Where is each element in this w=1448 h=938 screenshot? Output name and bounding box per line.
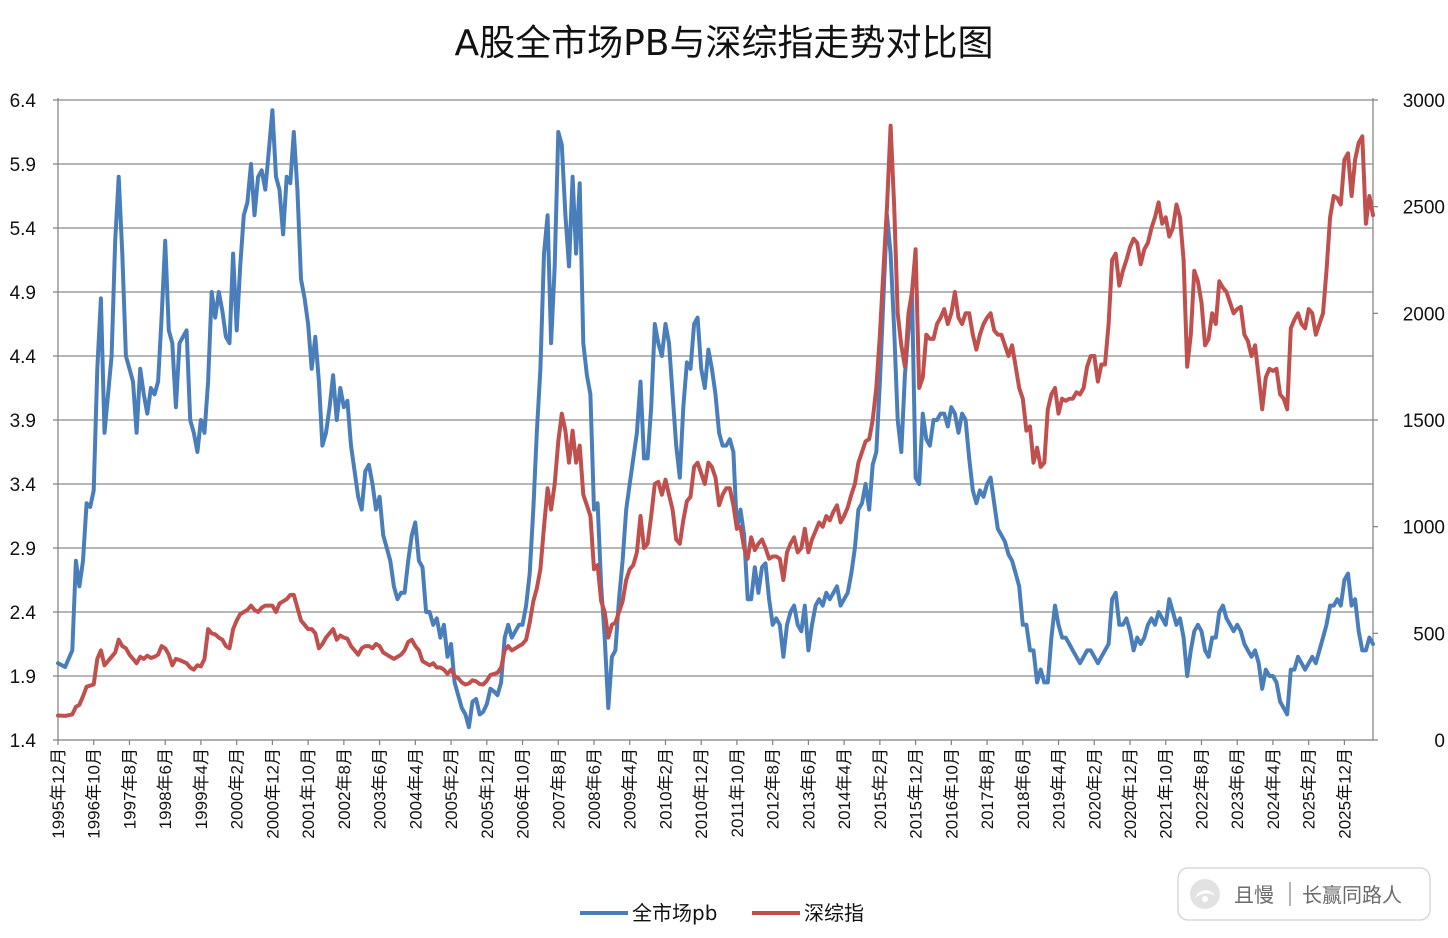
x-tick-label: 2005年12月 bbox=[478, 748, 497, 839]
x-tick-label: 2025年2月 bbox=[1300, 748, 1319, 829]
x-tick-label: 2014年4月 bbox=[835, 748, 854, 829]
x-tick-label: 1995年12月 bbox=[49, 748, 68, 839]
x-tick-label: 2011年10月 bbox=[728, 748, 747, 837]
x-tick-label: 2020年2月 bbox=[1085, 748, 1104, 829]
x-tick-label: 2016年10月 bbox=[942, 748, 961, 839]
x-tick-label: 2015年12月 bbox=[907, 748, 926, 839]
x-tick-label: 2001年10月 bbox=[299, 748, 318, 839]
x-tick-label: 2018年6月 bbox=[1014, 748, 1033, 829]
x-tick-label: 2025年12月 bbox=[1335, 748, 1354, 839]
right-tick-label: 3000 bbox=[1403, 91, 1445, 112]
legend-label-szse: 深综指 bbox=[804, 901, 864, 925]
x-tick-label: 2002年8月 bbox=[335, 748, 354, 829]
left-tick-label: 5.9 bbox=[10, 155, 36, 176]
x-tick-label: 2015年2月 bbox=[871, 748, 890, 829]
watermark-author: 长赢同路人 bbox=[1302, 883, 1402, 907]
x-axis-ticks: 1995年12月 1996年10月 1997年8月 1998年6月 1999年4月 200… bbox=[49, 740, 1354, 839]
x-tick-label: 2021年10月 bbox=[1157, 748, 1176, 839]
legend: 全市场pb 深综指 bbox=[580, 901, 864, 925]
x-tick-label: 2008年6月 bbox=[585, 748, 604, 829]
x-tick-label: 2012年8月 bbox=[764, 748, 783, 829]
left-tick-label: 1.4 bbox=[10, 731, 37, 752]
watermark-box bbox=[1177, 867, 1431, 921]
legend-label-pb: 全市场pb bbox=[632, 901, 717, 925]
x-tick-label: 2000年12月 bbox=[263, 748, 282, 839]
x-tick-label: 2006年10月 bbox=[514, 748, 533, 839]
right-tick-label: 0 bbox=[1434, 731, 1445, 752]
series-line-pb bbox=[56, 108, 1375, 730]
left-y-axis-ticks: 1.4 1.9 2.4 2.9 3.4 3.9 4.4 4.9 5.4 5.9 6.4 bbox=[10, 91, 58, 752]
right-tick-label: 1000 bbox=[1403, 518, 1445, 539]
x-tick-label: 2004年4月 bbox=[406, 748, 425, 829]
x-tick-label: 2024年4月 bbox=[1264, 748, 1283, 829]
left-tick-label: 5.4 bbox=[10, 219, 37, 240]
right-tick-label: 2000 bbox=[1403, 304, 1445, 325]
x-tick-label: 2017年8月 bbox=[978, 748, 997, 829]
x-tick-label: 2009年4月 bbox=[621, 748, 640, 829]
x-tick-label: 2023年6月 bbox=[1228, 748, 1247, 829]
x-tick-label: 2005年2月 bbox=[442, 748, 461, 829]
x-tick-label: 1997年8月 bbox=[120, 748, 139, 829]
left-tick-label: 6.4 bbox=[10, 91, 37, 112]
x-tick-label: 2003年6月 bbox=[371, 748, 390, 829]
x-tick-label: 1998年6月 bbox=[156, 748, 175, 829]
left-tick-label: 4.4 bbox=[10, 347, 37, 368]
x-tick-label: 2010年12月 bbox=[692, 748, 711, 839]
left-tick-label: 3.4 bbox=[10, 475, 37, 496]
watermark: 且慢 长赢同路人 bbox=[1177, 867, 1431, 921]
right-tick-label: 2500 bbox=[1403, 198, 1445, 219]
x-tick-label: 2000年2月 bbox=[228, 748, 247, 829]
chart-title: A股全市场PB与深综指走势对比图 bbox=[454, 23, 993, 64]
right-y-axis-ticks: 0 500 1000 1500 2000 2500 3000 bbox=[1373, 91, 1445, 752]
x-tick-label: 1999年4月 bbox=[192, 748, 211, 829]
x-tick-label: 2022年8月 bbox=[1192, 748, 1211, 829]
left-tick-label: 1.9 bbox=[10, 667, 36, 688]
left-tick-label: 3.9 bbox=[10, 411, 36, 432]
right-tick-label: 1500 bbox=[1403, 411, 1445, 432]
left-tick-label: 2.4 bbox=[10, 603, 37, 624]
left-tick-label: 4.9 bbox=[10, 283, 36, 304]
series-lines bbox=[56, 108, 1375, 730]
watermark-brand: 且慢 bbox=[1234, 883, 1274, 907]
x-tick-label: 2007年8月 bbox=[549, 748, 568, 829]
brand-logo-icon bbox=[1190, 879, 1220, 909]
left-tick-label: 2.9 bbox=[10, 539, 36, 560]
right-tick-label: 500 bbox=[1413, 624, 1445, 645]
x-tick-label: 2019年4月 bbox=[1050, 748, 1069, 829]
series-line-szse bbox=[56, 123, 1375, 718]
x-tick-label: 1996年10月 bbox=[85, 748, 104, 839]
x-tick-label: 2010年2月 bbox=[656, 748, 675, 829]
x-tick-label: 2013年6月 bbox=[799, 748, 818, 829]
x-tick-label: 2020年12月 bbox=[1121, 748, 1140, 839]
